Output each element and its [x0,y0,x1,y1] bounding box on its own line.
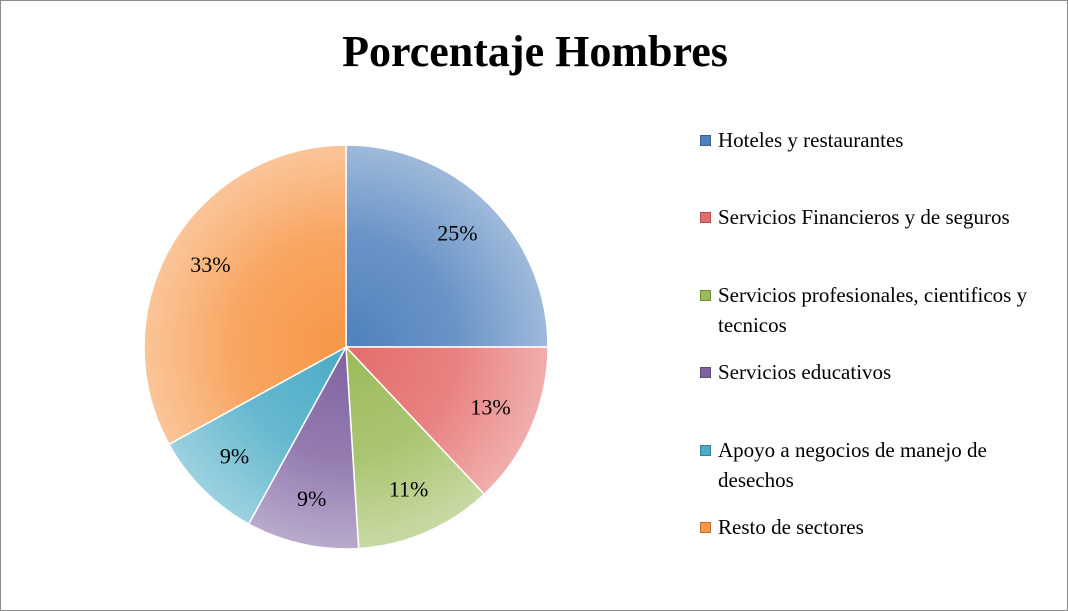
legend-item: Servicios Financieros y de seguros [700,202,1040,232]
legend-label: Resto de sectores [718,515,864,539]
legend-swatch [700,444,711,456]
data-label: 9% [297,486,326,511]
legend-label: Servicios profesionales, cientificos y t… [718,282,1028,337]
legend-swatch [700,212,711,224]
legend-swatch [700,289,711,301]
legend-item: Servicios educativos [700,357,1040,387]
data-label: 9% [220,443,249,468]
data-label: 11% [389,477,429,502]
legend-label: Apoyo a negocios de manejo de desechos [718,437,987,492]
data-label: 25% [437,221,477,246]
data-label: 13% [470,395,510,420]
legend-swatch [700,367,711,379]
legend-swatch [700,522,711,533]
legend-item: Resto de sectores [700,512,1040,542]
legend-label: Hoteles y restaurantes [718,128,904,152]
data-label: 33% [190,252,230,277]
legend-label: Servicios educativos [718,360,892,385]
legend-item: Hoteles y restaurantes [700,125,1040,155]
legend-item: Servicios profesionales, cientificos y t… [700,280,1040,340]
legend-item: Apoyo a negocios de manejo de desechos [700,435,1040,495]
chart-title: Porcentaje Hombres [342,27,728,76]
legend-label: Servicios Financieros y de seguros [718,205,1010,230]
legend-swatch [700,135,711,146]
